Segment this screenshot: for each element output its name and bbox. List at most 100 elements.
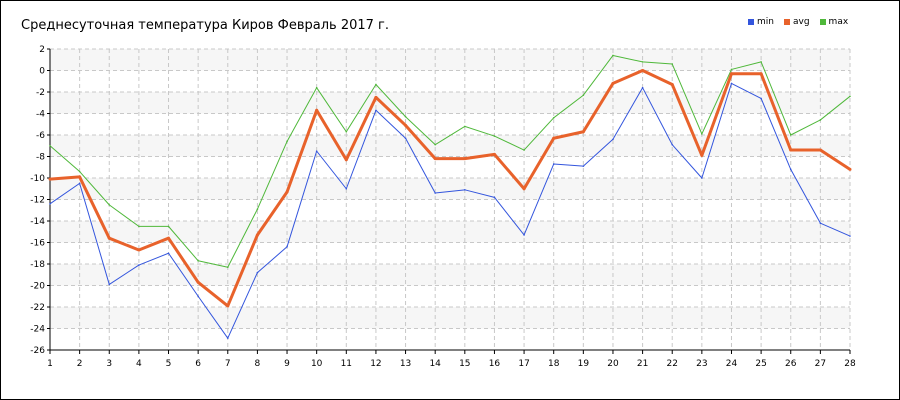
- data-point-min: [226, 337, 229, 339]
- data-point-avg: [700, 153, 704, 157]
- x-tick-label: 24: [726, 359, 738, 369]
- data-point-max: [434, 143, 436, 146]
- y-tick-label: -22: [30, 303, 45, 313]
- data-point-max: [493, 135, 496, 137]
- data-point-min: [493, 196, 496, 199]
- x-tick-label: 2: [77, 359, 83, 369]
- x-tick-label: 17: [518, 359, 529, 369]
- data-point-min: [789, 168, 792, 171]
- legend-item-max: max: [819, 17, 848, 27]
- data-point-max: [315, 86, 318, 89]
- data-point-avg: [522, 187, 526, 191]
- data-point-min: [434, 192, 436, 194]
- data-point-min: [108, 283, 111, 286]
- y-tick-label: -2: [36, 88, 45, 98]
- data-point-avg: [433, 157, 437, 161]
- chart-title: Среднесуточная температура Киров Февраль…: [21, 18, 390, 33]
- data-point-avg: [48, 177, 52, 181]
- data-point-avg: [641, 69, 645, 72]
- legend-swatch-avg: [783, 19, 790, 25]
- data-point-avg: [789, 148, 793, 152]
- data-point-avg: [226, 304, 230, 308]
- x-tick-label: 18: [548, 359, 560, 369]
- data-point-max: [375, 83, 377, 86]
- data-point-min: [404, 137, 407, 140]
- data-point-min: [582, 165, 585, 167]
- y-tick-label: -12: [30, 196, 45, 206]
- data-point-max: [226, 266, 229, 269]
- data-point-avg: [255, 233, 259, 237]
- x-tick-label: 8: [255, 359, 261, 369]
- y-tick-label: -18: [30, 260, 45, 270]
- data-point-avg: [552, 136, 556, 140]
- data-point-avg: [78, 175, 82, 179]
- data-point-max: [849, 95, 851, 98]
- x-tick-label: 25: [755, 359, 766, 369]
- series-line-min: [49, 82, 851, 339]
- y-tick-label: -16: [30, 239, 45, 249]
- data-point-max: [256, 208, 259, 210]
- x-tick-label: 21: [637, 359, 648, 369]
- data-point-avg: [729, 72, 733, 76]
- data-point-max: [404, 115, 407, 118]
- legend-label-min: min: [757, 17, 774, 27]
- data-point-min: [464, 189, 466, 191]
- legend-swatch-max: [819, 19, 826, 25]
- data-point-avg: [196, 280, 200, 284]
- series-line-avg: [49, 69, 851, 308]
- grid-band: [50, 92, 850, 114]
- data-point-max: [286, 140, 288, 143]
- data-point-max: [523, 149, 525, 151]
- data-point-avg: [315, 108, 319, 112]
- y-tick-label: -20: [30, 282, 45, 292]
- data-point-min: [523, 234, 525, 236]
- data-point-avg: [581, 130, 585, 134]
- data-point-avg: [463, 157, 467, 161]
- data-point-avg: [404, 123, 408, 127]
- x-tick-label: 23: [696, 359, 707, 369]
- data-point-min: [78, 182, 81, 185]
- data-point-max: [78, 170, 81, 173]
- grid-band: [50, 178, 850, 200]
- data-point-avg: [374, 95, 378, 99]
- x-tick-label: 26: [785, 359, 797, 369]
- x-tick-label: 11: [341, 359, 352, 369]
- grid-band: [50, 49, 850, 71]
- x-tick-label: 1: [47, 359, 53, 369]
- x-tick-label: 10: [311, 359, 323, 369]
- data-point-max: [49, 144, 51, 147]
- data-point-avg: [759, 72, 763, 76]
- x-tick-label: 3: [106, 359, 112, 369]
- data-point-avg: [344, 158, 348, 162]
- grid-band: [50, 307, 850, 329]
- data-point-min: [552, 163, 555, 165]
- x-tick-label: 22: [666, 359, 677, 369]
- legend-item-avg: avg: [783, 17, 810, 27]
- data-point-max: [138, 225, 140, 228]
- data-point-min: [197, 295, 199, 298]
- data-point-avg: [848, 167, 852, 171]
- y-tick-label: -10: [30, 174, 45, 184]
- data-point-max: [167, 225, 170, 228]
- legend: min avg max: [748, 17, 848, 27]
- data-point-avg: [285, 190, 289, 194]
- data-point-max: [197, 259, 199, 262]
- data-point-max: [760, 61, 762, 63]
- data-point-min: [701, 177, 703, 179]
- x-tick-label: 12: [370, 359, 381, 369]
- data-point-avg: [670, 82, 674, 86]
- x-tick-label: 9: [284, 359, 290, 369]
- x-tick-label: 27: [815, 359, 826, 369]
- data-point-min: [375, 109, 377, 112]
- x-tick-label: 28: [844, 359, 856, 369]
- legend-swatch-min: [748, 19, 754, 25]
- series-line-max: [49, 54, 851, 268]
- y-tick-label: -24: [30, 325, 45, 335]
- x-tick-label: 5: [166, 359, 172, 369]
- x-tick-label: 7: [225, 359, 231, 369]
- data-point-max: [552, 117, 555, 119]
- y-tick-label: 0: [39, 67, 45, 77]
- data-point-avg: [107, 236, 111, 240]
- data-point-avg: [611, 81, 615, 85]
